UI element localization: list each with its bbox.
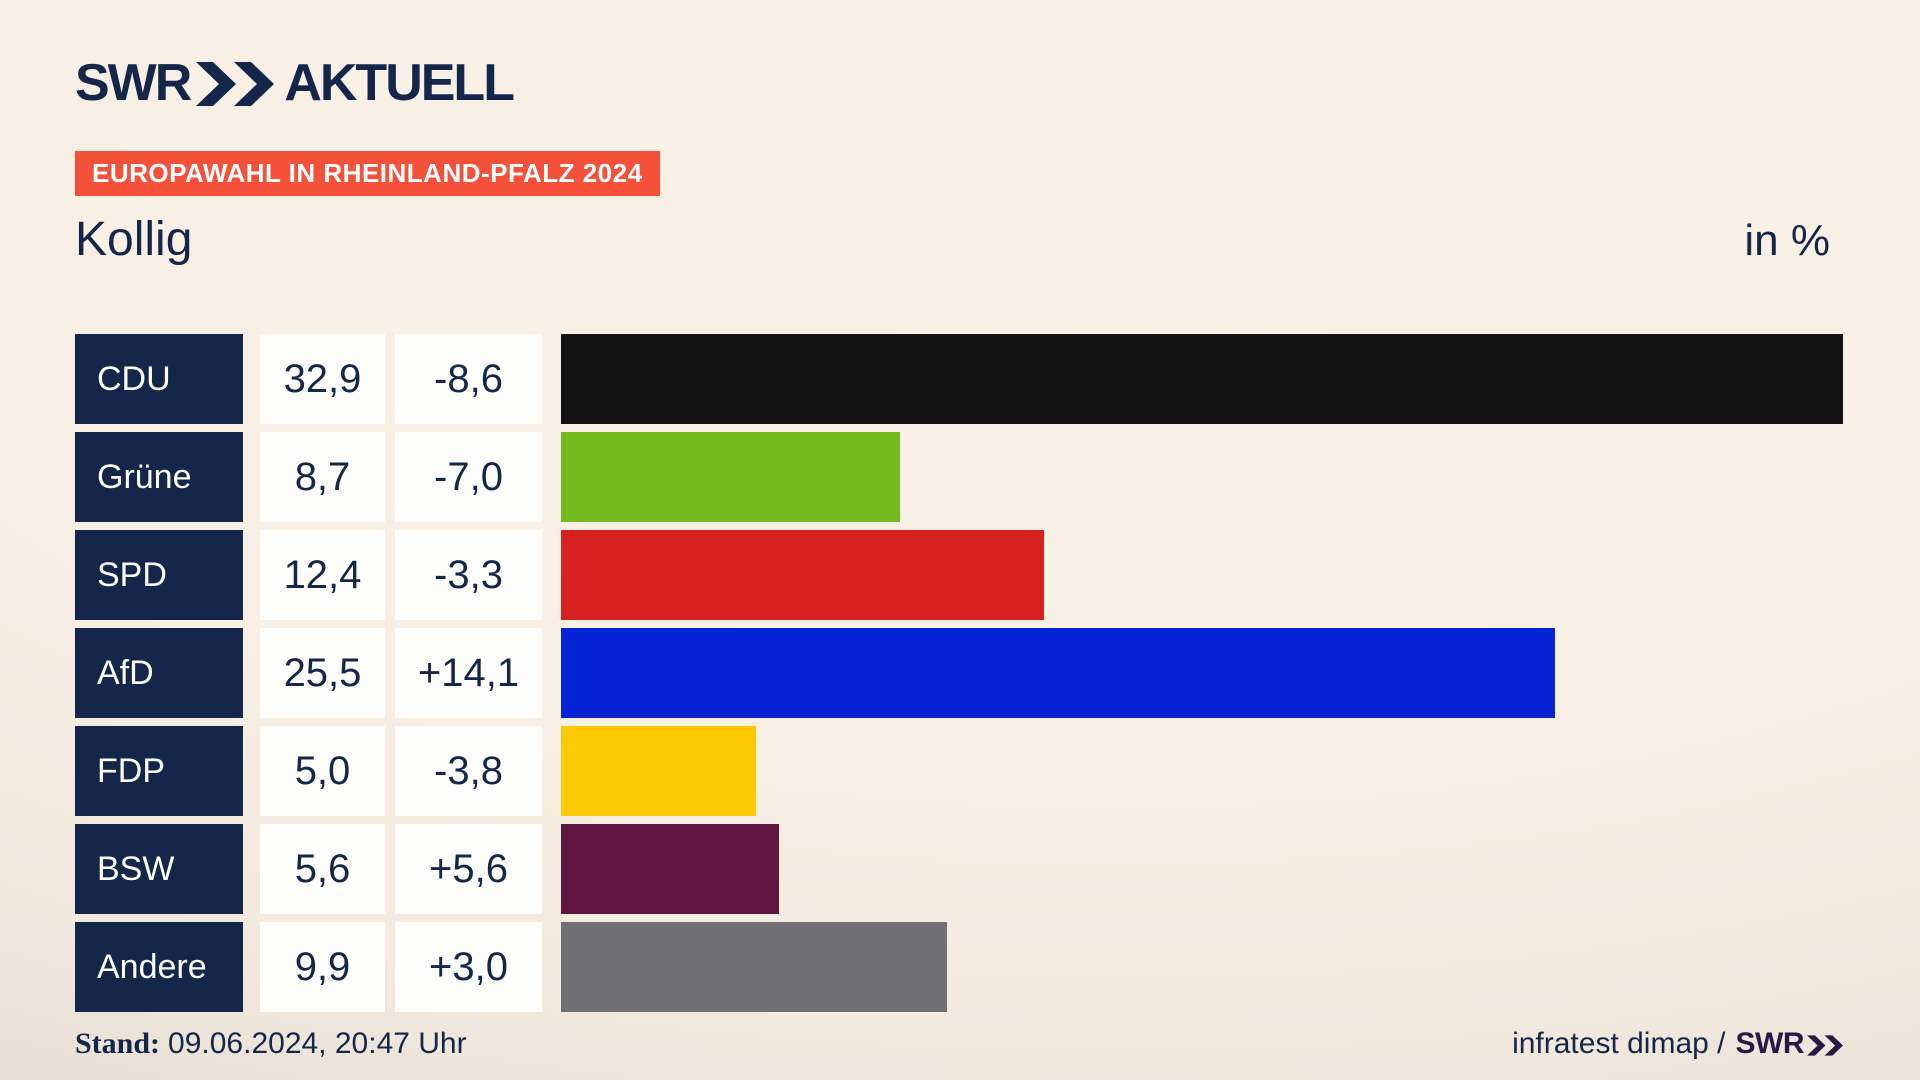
result-row: AfD 25,5 +14,1 bbox=[75, 628, 1843, 718]
party-label-box: Andere bbox=[75, 922, 243, 1012]
logo-aktuell-text: AKTUELL bbox=[284, 54, 515, 112]
unit-label: in % bbox=[1744, 216, 1830, 265]
value-box: 25,5 bbox=[260, 628, 385, 718]
result-bar bbox=[561, 922, 947, 1012]
timestamp-label: Stand: bbox=[75, 1027, 161, 1060]
result-bar bbox=[561, 334, 1843, 424]
change-box: -3,3 bbox=[395, 530, 542, 620]
value-box: 32,9 bbox=[260, 334, 385, 424]
page-title: Kollig bbox=[75, 213, 193, 266]
bar-track bbox=[561, 824, 1843, 914]
value-box: 12,4 bbox=[260, 530, 385, 620]
timestamp: Stand: 09.06.2024, 20:47 Uhr bbox=[75, 1027, 467, 1061]
election-badge: EUROPAWAHL IN RHEINLAND-PFALZ 2024 bbox=[75, 151, 660, 196]
party-label-box: BSW bbox=[75, 824, 243, 914]
change-box: +14,1 bbox=[395, 628, 542, 718]
bar-track bbox=[561, 922, 1843, 1012]
result-bar bbox=[561, 530, 1045, 620]
result-bar bbox=[561, 726, 756, 816]
result-row: Grüne 8,7 -7,0 bbox=[75, 432, 1843, 522]
logo-swr-text: SWR bbox=[75, 54, 192, 112]
party-label-box: CDU bbox=[75, 334, 243, 424]
source-swr-text: SWR bbox=[1735, 1027, 1805, 1060]
result-bar bbox=[561, 432, 900, 522]
result-bar bbox=[561, 824, 780, 914]
bar-track bbox=[561, 530, 1843, 620]
party-label-box: FDP bbox=[75, 726, 243, 816]
value-box: 5,6 bbox=[260, 824, 385, 914]
value-box: 5,0 bbox=[260, 726, 385, 816]
bar-track bbox=[561, 628, 1843, 718]
value-box: 8,7 bbox=[260, 432, 385, 522]
change-box: -3,8 bbox=[395, 726, 542, 816]
change-box: -8,6 bbox=[395, 334, 542, 424]
swr-double-chevron-small-icon bbox=[1807, 1034, 1843, 1056]
change-box: +5,6 bbox=[395, 824, 542, 914]
source-attribution: infratest dimap / SWR bbox=[1512, 1027, 1843, 1061]
party-label-box: Grüne bbox=[75, 432, 243, 522]
bar-track bbox=[561, 432, 1843, 522]
result-row: Andere 9,9 +3,0 bbox=[75, 922, 1843, 1012]
value-box: 9,9 bbox=[260, 922, 385, 1012]
results-table: CDU 32,9 -8,6 Grüne 8,7 -7,0 SPD 12,4 -3,3 AfD 25,… bbox=[75, 334, 1843, 1012]
election-badge-label: EUROPAWAHL IN RHEINLAND-PFALZ 2024 bbox=[92, 158, 643, 188]
timestamp-value: 09.06.2024, 20:47 Uhr bbox=[168, 1027, 467, 1060]
change-box: +3,0 bbox=[395, 922, 542, 1012]
result-row: SPD 12,4 -3,3 bbox=[75, 530, 1843, 620]
source-text: infratest dimap / bbox=[1512, 1027, 1726, 1060]
result-row: CDU 32,9 -8,6 bbox=[75, 334, 1843, 424]
swr-double-chevron-icon bbox=[196, 62, 275, 106]
result-row: BSW 5,6 +5,6 bbox=[75, 824, 1843, 914]
bar-track bbox=[561, 334, 1843, 424]
result-row: FDP 5,0 -3,8 bbox=[75, 726, 1843, 816]
party-label-box: SPD bbox=[75, 530, 243, 620]
change-box: -7,0 bbox=[395, 432, 542, 522]
party-label-box: AfD bbox=[75, 628, 243, 718]
swr-aktuell-logo: SWR AKTUELL bbox=[75, 54, 515, 112]
bar-track bbox=[561, 726, 1843, 816]
result-bar bbox=[561, 628, 1555, 718]
source-swr-brand: SWR bbox=[1735, 1027, 1843, 1061]
